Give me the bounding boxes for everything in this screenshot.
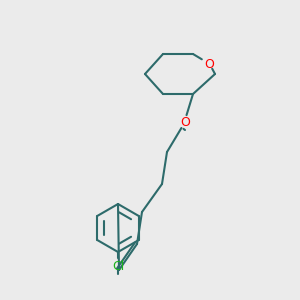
Text: O: O [204, 58, 214, 70]
Text: O: O [180, 116, 190, 128]
Text: Cl: Cl [112, 260, 124, 272]
